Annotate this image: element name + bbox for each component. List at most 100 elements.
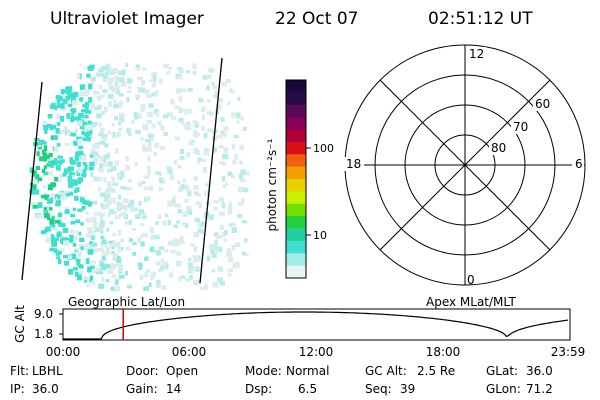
- emission-pixel: [223, 147, 229, 153]
- observation-date: 22 Oct 07: [275, 9, 358, 29]
- emission-pixel: [233, 261, 240, 268]
- emission-pixel: [109, 188, 113, 193]
- emission-pixel: [33, 179, 38, 185]
- emission-pixel: [188, 210, 192, 215]
- auroral-emission-speckle: [28, 62, 250, 292]
- emission-pixel: [141, 180, 146, 184]
- emission-pixel: [118, 70, 122, 76]
- emission-pixel: [103, 158, 107, 164]
- emission-pixel: [188, 108, 192, 114]
- emission-pixel: [87, 249, 94, 255]
- emission-pixel: [204, 284, 208, 291]
- emission-pixel: [202, 74, 208, 80]
- emission-pixel: [156, 111, 160, 117]
- field-glon-label: GLon:: [486, 382, 521, 396]
- emission-pixel: [186, 125, 192, 131]
- emission-pixel: [126, 97, 130, 103]
- emission-pixel: [242, 252, 249, 256]
- time-tick-1200: 12:00: [299, 345, 334, 359]
- emission-pixel: [60, 88, 65, 95]
- emission-pixel: [106, 249, 111, 255]
- emission-pixel: [160, 266, 165, 270]
- emission-pixel: [116, 255, 121, 261]
- emission-pixel: [122, 211, 126, 217]
- emission-pixel: [201, 158, 207, 163]
- time-tick-2359: 23:59: [551, 345, 586, 359]
- emission-pixel: [236, 120, 240, 125]
- emission-pixel: [159, 177, 164, 184]
- emission-pixel: [118, 77, 125, 83]
- emission-pixel: [173, 159, 177, 165]
- emission-pixel: [132, 251, 137, 256]
- emission-pixel: [147, 156, 151, 161]
- emission-pixel: [80, 222, 84, 226]
- emission-pixel: [176, 251, 182, 256]
- emission-pixel: [206, 74, 212, 79]
- emission-pixel: [38, 140, 43, 145]
- emission-pixel: [57, 96, 63, 101]
- instrument-title: Ultraviolet Imager: [50, 9, 204, 29]
- emission-pixel: [171, 198, 176, 202]
- emission-pixel: [211, 248, 218, 253]
- emission-pixel: [49, 207, 53, 211]
- emission-pixel: [107, 82, 112, 86]
- emission-pixel: [94, 268, 100, 272]
- emission-pixel: [45, 237, 50, 243]
- emission-pixel: [182, 211, 188, 217]
- field-door-value: Open: [166, 364, 199, 378]
- emission-pixel: [79, 91, 86, 97]
- emission-pixel: [193, 131, 200, 137]
- emission-pixel: [93, 226, 98, 230]
- emission-pixel: [104, 65, 110, 71]
- emission-pixel: [90, 171, 94, 177]
- emission-pixel: [206, 99, 211, 103]
- emission-pixel: [220, 130, 224, 135]
- emission-pixel: [91, 80, 95, 84]
- emission-pixel: [56, 200, 61, 204]
- emission-pixel: [129, 238, 133, 243]
- emission-pixel: [99, 259, 103, 263]
- emission-pixel: [102, 76, 109, 82]
- emission-pixel: [76, 161, 81, 167]
- emission-pixel: [98, 94, 105, 99]
- emission-pixel: [184, 198, 189, 203]
- emission-pixel: [142, 232, 148, 238]
- emission-pixel: [208, 214, 215, 221]
- emission-pixel: [80, 173, 87, 177]
- emission-pixel: [235, 112, 241, 117]
- emission-pixel: [78, 145, 84, 150]
- emission-pixel: [214, 90, 218, 94]
- emission-pixel: [72, 242, 77, 247]
- emission-pixel: [40, 230, 47, 235]
- emission-pixel: [79, 125, 85, 129]
- emission-pixel: [57, 212, 63, 218]
- emission-pixel: [115, 263, 120, 267]
- emission-pixel: [93, 248, 99, 253]
- colorbar-cell: [286, 104, 306, 118]
- emission-pixel: [57, 218, 64, 223]
- emission-pixel: [123, 198, 129, 203]
- emission-pixel: [150, 133, 155, 138]
- emission-pixel: [152, 81, 157, 87]
- emission-pixel: [219, 224, 224, 231]
- emission-pixel: [211, 82, 215, 86]
- altitude-curve: [63, 311, 568, 340]
- mlt-label-6: 6: [575, 157, 583, 171]
- colorbar-cell: [286, 253, 306, 267]
- emission-pixel: [218, 211, 225, 217]
- emission-pixel: [242, 126, 247, 131]
- emission-pixel: [63, 102, 68, 107]
- emission-pixel: [90, 235, 96, 241]
- emission-pixel: [110, 286, 115, 291]
- emission-pixel: [54, 220, 61, 224]
- emission-pixel: [98, 122, 102, 128]
- emission-pixel: [227, 101, 231, 106]
- emission-pixel: [224, 182, 229, 186]
- emission-pixel: [84, 101, 90, 108]
- emission-pixel: [193, 185, 199, 190]
- emission-pixel: [241, 220, 248, 224]
- emission-pixel: [109, 264, 115, 270]
- field-dsp-value: 6.5: [298, 382, 318, 396]
- emission-pixel: [137, 237, 141, 243]
- emission-pixel: [114, 81, 119, 87]
